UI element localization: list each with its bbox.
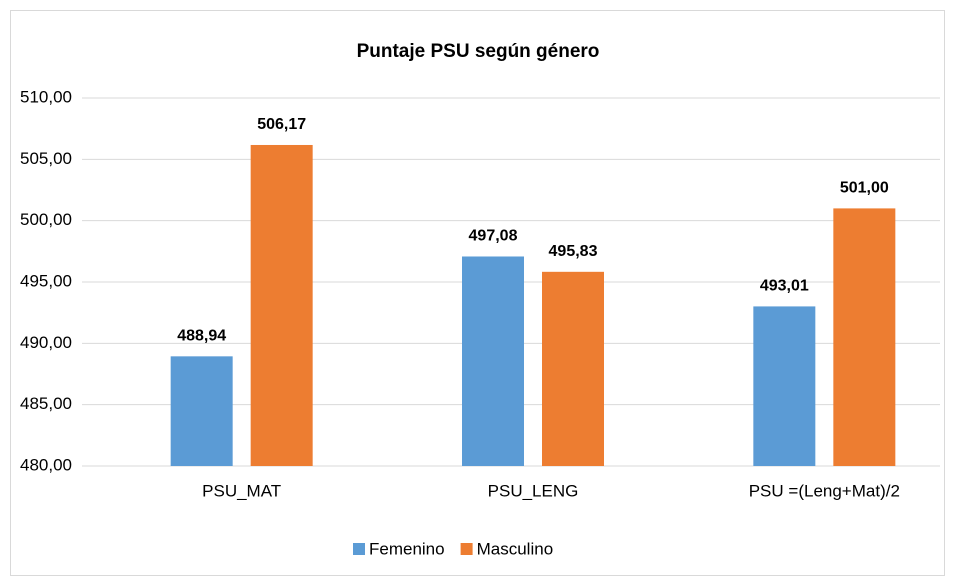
x-tick-label: PSU_LENG (488, 481, 579, 500)
bar (462, 256, 524, 466)
legend-swatch (460, 543, 473, 555)
bar (542, 271, 604, 466)
value-label: 497,08 (469, 228, 518, 245)
bar (250, 144, 313, 467)
value-label: 506,17 (257, 116, 306, 133)
bar (170, 356, 233, 466)
value-label: 501,00 (840, 180, 889, 197)
value-label: 488,94 (177, 328, 226, 345)
x-tick-label: PSU =(Leng+Mat)/2 (749, 481, 900, 500)
y-tick-label: 500,00 (20, 210, 72, 229)
y-tick-label: 495,00 (20, 271, 72, 290)
legend-label: Masculino (477, 539, 554, 558)
bar (833, 208, 896, 466)
y-tick-label: 490,00 (20, 333, 72, 352)
y-tick-label: 480,00 (20, 455, 72, 474)
y-tick-label: 510,00 (20, 87, 72, 106)
bar (753, 306, 816, 466)
chart-title: Puntaje PSU según género (357, 41, 600, 62)
x-tick-label: PSU_MAT (202, 481, 281, 500)
legend-label: Femenino (369, 539, 445, 558)
legend-swatch (353, 543, 365, 555)
y-tick-label: 485,00 (20, 394, 72, 413)
value-label: 495,83 (549, 243, 598, 260)
y-tick-label: 505,00 (20, 149, 72, 168)
value-label: 493,01 (760, 278, 809, 295)
